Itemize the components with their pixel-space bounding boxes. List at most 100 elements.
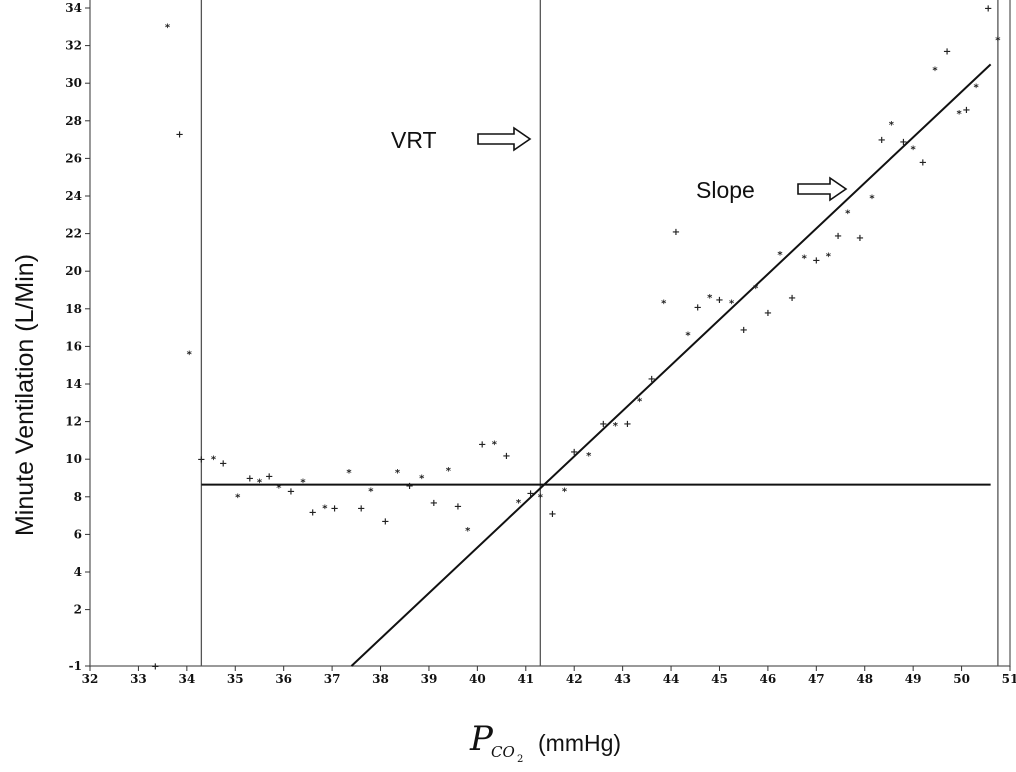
data-point: +	[788, 293, 796, 304]
data-point: *	[826, 252, 832, 263]
slope-line	[350, 63, 992, 667]
data-point: +	[856, 233, 864, 244]
data-point: +	[330, 504, 338, 515]
y-tick-label: -1	[69, 659, 82, 673]
data-point: *	[932, 66, 938, 77]
data-point: *	[492, 440, 498, 451]
data-point: +	[877, 135, 885, 146]
data-point: +	[570, 447, 578, 458]
data-point: +	[899, 137, 907, 148]
x-axis-label: P CO 2 (mmHg)	[469, 719, 621, 765]
y-tick-label: 18	[65, 302, 82, 316]
data-point: +	[962, 105, 970, 116]
x-tick-label: 50	[953, 672, 970, 686]
x-tick-label: 34	[178, 672, 195, 686]
data-point: *	[211, 455, 217, 466]
data-point: *	[637, 396, 643, 407]
data-point: +	[526, 489, 534, 500]
x-tick-label: 48	[856, 672, 873, 686]
y-tick-label: 6	[74, 527, 82, 541]
data-point: *	[729, 299, 735, 310]
data-point: *	[707, 293, 713, 304]
x-tick-label: 35	[227, 672, 244, 686]
x-axis-label-symbol: P	[469, 719, 494, 759]
data-point: +	[599, 419, 607, 430]
data-point: *	[165, 22, 171, 33]
y-tick-label: 4	[74, 565, 82, 579]
data-point: *	[802, 254, 808, 265]
data-point: +	[834, 231, 842, 242]
y-tick-label: 22	[65, 227, 82, 241]
data-point: *	[845, 208, 851, 219]
data-point: *	[465, 526, 471, 537]
slope-label: Slope	[696, 177, 755, 203]
data-point: +	[265, 472, 273, 483]
data-point: +	[175, 129, 183, 140]
vrt-label: VRT	[391, 127, 437, 153]
data-point: *	[322, 504, 328, 515]
data-point: +	[943, 47, 951, 58]
data-point: *	[395, 468, 401, 479]
data-point: +	[548, 509, 556, 520]
data-point: *	[346, 468, 352, 479]
vrt-annotation: VRT	[391, 126, 532, 153]
y-tick-label: 20	[65, 264, 82, 278]
data-point: +	[309, 507, 317, 518]
data-point: *	[516, 498, 522, 509]
data-point: *	[446, 466, 452, 477]
slope-arrow-icon	[797, 176, 848, 202]
data-point: +	[623, 419, 631, 430]
vrt-arrow-icon	[477, 126, 532, 152]
data-point: *	[973, 82, 979, 93]
data-point: +	[197, 455, 205, 466]
x-tick-label: 47	[808, 672, 825, 686]
data-point: +	[919, 158, 927, 169]
data-point: +	[478, 440, 486, 451]
x-tick-label: 37	[324, 672, 341, 686]
data-point: +	[739, 325, 747, 336]
y-tick-label: 30	[65, 76, 82, 90]
y-tick-label: 12	[65, 415, 82, 429]
plot-frame	[89, 0, 1011, 667]
data-point: *	[187, 349, 193, 360]
data-point: *	[661, 299, 667, 310]
y-tick-label: 16	[65, 339, 82, 353]
data-point: +	[764, 308, 772, 319]
data-point: *	[957, 109, 963, 120]
x-tick-label: 45	[711, 672, 728, 686]
data-point: *	[586, 451, 592, 462]
x-tick-label: 42	[566, 672, 583, 686]
y-tick-label: 26	[65, 151, 82, 165]
x-tick-label: 36	[275, 672, 292, 686]
data-point: *	[869, 193, 875, 204]
x-tick-label: 38	[372, 672, 389, 686]
x-tick-label: 43	[614, 672, 631, 686]
data-point: *	[538, 492, 544, 503]
data-point: *	[300, 477, 306, 488]
x-tick-label: 41	[517, 672, 534, 686]
data-point: +	[430, 498, 438, 509]
data-point: *	[911, 145, 917, 156]
data-point: *	[235, 492, 241, 503]
data-point: +	[357, 504, 365, 515]
data-point: *	[257, 477, 263, 488]
data-point: +	[647, 374, 655, 385]
x-tick-label: 49	[905, 672, 922, 686]
y-tick-label: 14	[65, 377, 82, 391]
data-point: *	[613, 421, 619, 432]
data-point: +	[715, 295, 723, 306]
data-point: *	[419, 474, 425, 485]
data-point: *	[995, 35, 1001, 46]
data-point: +	[812, 255, 820, 266]
data-point: *	[562, 487, 568, 498]
data-point: *	[777, 250, 783, 261]
x-tick-label: 33	[130, 672, 147, 686]
y-tick-label: 32	[65, 39, 82, 53]
data-point: +	[454, 502, 462, 513]
y-tick-label: 10	[65, 452, 82, 466]
data-point: +	[246, 474, 254, 485]
data-point: +	[984, 4, 992, 15]
data-point: +	[672, 227, 680, 238]
data-point: +	[693, 302, 701, 313]
